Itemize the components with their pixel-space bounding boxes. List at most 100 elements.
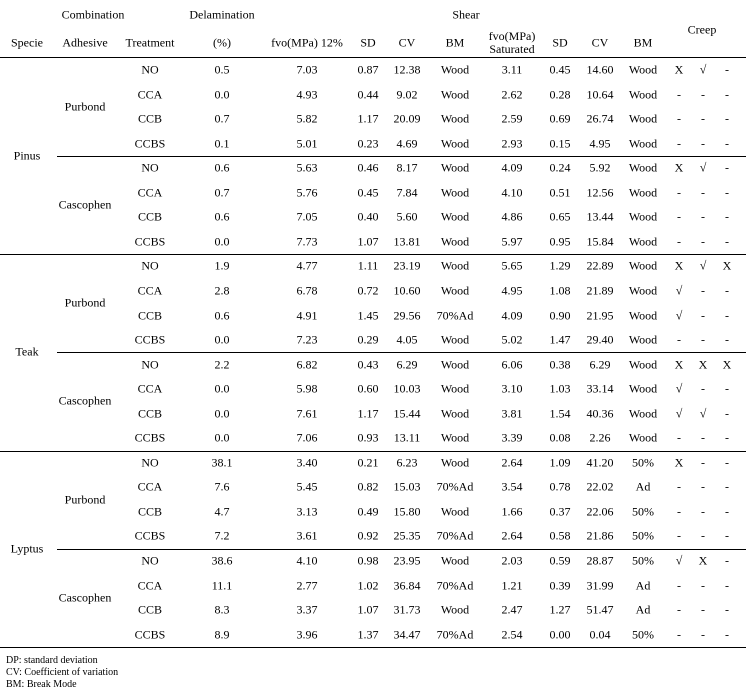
table-cell: 20.09 (393, 111, 421, 126)
table-cell: 9.02 (396, 87, 418, 102)
table-cell: 3.40 (296, 455, 318, 470)
specie-cell: Lyptus (10, 541, 44, 556)
table-cell: 21.86 (586, 528, 614, 543)
table-cell: 5.60 (396, 209, 418, 224)
table-cell: - (725, 406, 729, 421)
rule (57, 549, 746, 550)
table-cell: 0.65 (549, 209, 571, 224)
table-cell: 4.7 (214, 504, 230, 519)
header-cell: SD (552, 35, 568, 50)
table-cell: 50% (632, 455, 654, 470)
table-cell: 34.47 (393, 627, 421, 642)
table-cell: - (677, 627, 681, 642)
table-cell: 2.59 (501, 111, 523, 126)
table-cell: CCB (137, 209, 163, 224)
table-cell: CCBS (134, 136, 166, 151)
table-cell: 0.78 (549, 479, 571, 494)
table-cell: 15.03 (393, 479, 421, 494)
table-cell: Wood (440, 332, 470, 347)
table-cell: 1.54 (549, 406, 571, 421)
table-cell: 3.37 (296, 602, 318, 617)
table-cell: - (677, 528, 681, 543)
table-cell: 0.98 (357, 553, 379, 568)
table-cell: Wood (628, 332, 658, 347)
table-cell: - (701, 136, 705, 151)
rule (0, 647, 746, 648)
footnote: BM: Break Mode (6, 679, 77, 690)
table-cell: - (725, 234, 729, 249)
table-cell: - (701, 283, 705, 298)
table-cell: 29.40 (586, 332, 614, 347)
table-cell: - (677, 332, 681, 347)
table-cell: X (674, 62, 684, 77)
table-cell: Wood (440, 602, 470, 617)
table-cell: 5.98 (296, 381, 318, 396)
table-cell: 4.91 (296, 308, 318, 322)
table-cell: √ (675, 283, 683, 298)
table-cell: - (677, 479, 681, 494)
footnote: CV: Coefficient of variation (6, 667, 119, 678)
header-cell: SD (360, 35, 376, 50)
table-cell: 1.08 (549, 283, 571, 298)
table-cell: 22.89 (586, 258, 614, 273)
table-cell: CCA (137, 87, 163, 102)
adhesive-cell: Purbond (64, 99, 106, 114)
table-cell: 7.73 (296, 234, 318, 249)
table-cell: - (725, 504, 729, 519)
header-cell: Treatment (125, 35, 175, 50)
table-cell: 4.09 (501, 160, 523, 175)
table-cell: 1.09 (549, 455, 571, 470)
table-cell: 0.39 (549, 578, 571, 593)
table-cell: 3.39 (501, 430, 523, 445)
table-cell: - (725, 62, 729, 77)
table-cell: 0.21 (357, 455, 379, 470)
rule (0, 57, 746, 58)
table-cell: Wood (628, 62, 658, 77)
table-cell: 5.82 (296, 111, 318, 126)
table-cell: 1.17 (357, 111, 379, 126)
rule (0, 254, 746, 255)
header-cell: Adhesive (62, 35, 108, 50)
table-cell: 70%Ad (436, 528, 474, 543)
table-cell: - (677, 578, 681, 593)
table-cell: 0.00 (549, 627, 571, 642)
header-cell: Combination (61, 7, 125, 22)
table-cell: 70%Ad (436, 308, 474, 322)
table-cell: - (701, 111, 705, 126)
table-cell: 0.23 (357, 136, 379, 151)
table-cell: 0.46 (357, 160, 379, 175)
table-cell: 7.61 (296, 406, 318, 421)
table-cell: CCBS (134, 430, 166, 445)
table-cell: 2.64 (501, 528, 523, 543)
table-cell: 2.8 (214, 283, 230, 298)
table-cell: 50% (632, 627, 654, 642)
table-cell: √ (699, 258, 707, 273)
table-cell: - (701, 504, 705, 519)
table-cell: 0.24 (549, 160, 571, 175)
table-cell: 50% (632, 553, 654, 568)
table-cell: X (674, 258, 684, 273)
table-cell: - (725, 381, 729, 396)
table-cell: Wood (440, 430, 470, 445)
table-cell: 1.45 (357, 308, 379, 322)
table-cell: Wood (440, 62, 470, 77)
header-cell: Delamination (189, 7, 255, 22)
table-cell: Wood (440, 136, 470, 151)
table-cell: 6.29 (589, 357, 611, 372)
adhesive-cell: Cascophen (58, 393, 112, 408)
table-cell: 33.14 (586, 381, 614, 396)
table-cell: 0.04 (589, 627, 611, 642)
table-cell: Wood (440, 160, 470, 175)
table-cell: 1.07 (357, 234, 379, 249)
adhesive-cell: Purbond (64, 295, 106, 310)
table-cell: CCA (137, 479, 163, 494)
table-cell: 7.2 (214, 528, 230, 543)
table-cell: NO (141, 62, 159, 77)
table-cell: 4.95 (501, 283, 523, 298)
header-cell: fvo(MPa) 12% (271, 35, 343, 50)
table-cell: CCB (137, 308, 163, 322)
table-cell: 0.59 (549, 553, 571, 568)
table-cell: 12.38 (393, 62, 421, 77)
table-cell: 4.10 (501, 185, 523, 200)
table-cell: - (677, 504, 681, 519)
